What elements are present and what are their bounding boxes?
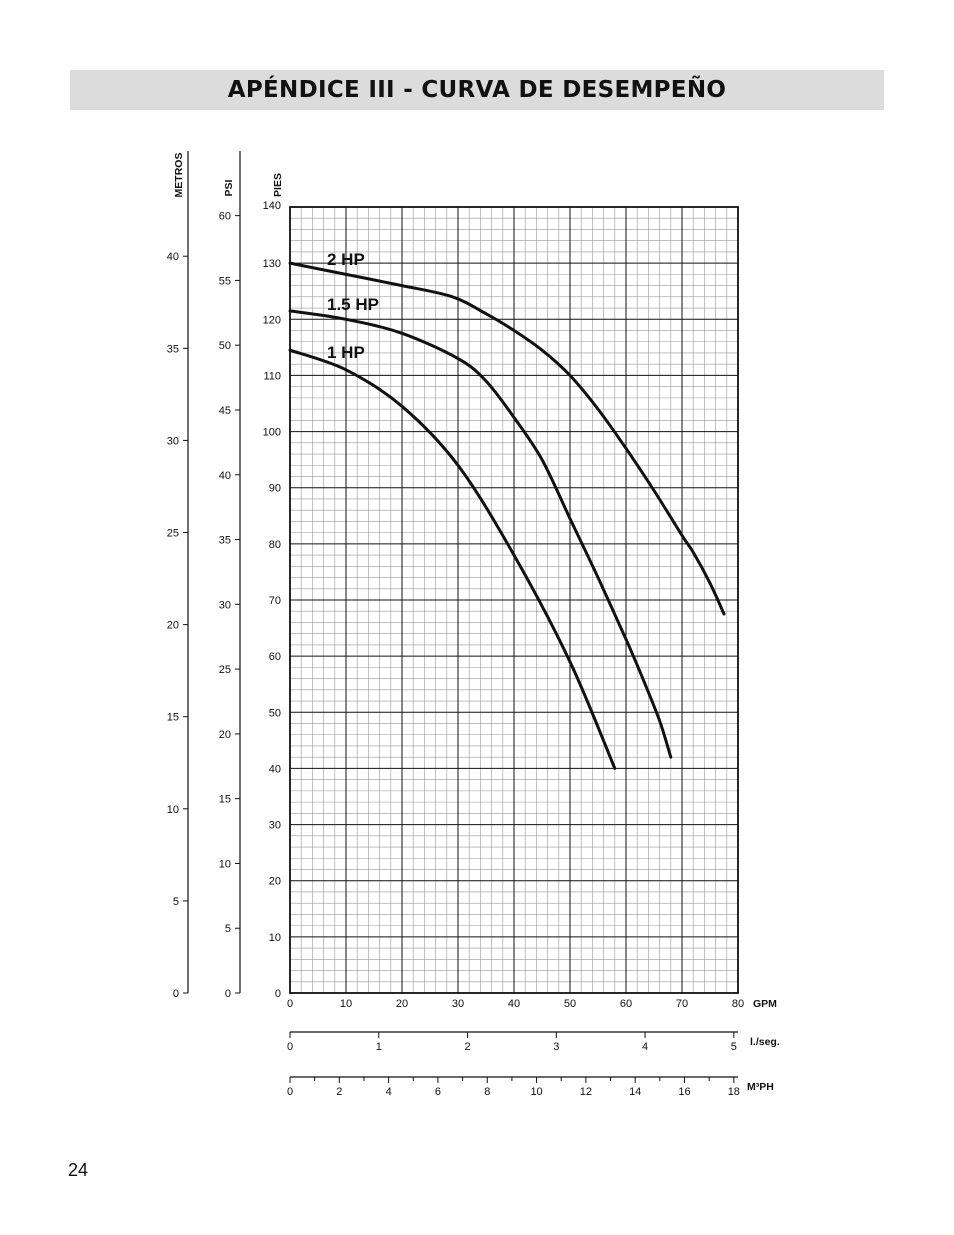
curve-1-5-hp xyxy=(288,309,673,759)
series-label: 1.5 HP xyxy=(327,295,379,314)
m3ph-tick-label: 10 xyxy=(530,1086,542,1098)
x-tick-label: 0 xyxy=(287,998,293,1010)
m3ph-tick-label: 18 xyxy=(728,1086,740,1098)
y-tick-label: 40 xyxy=(269,763,281,775)
y-tick-label: 20 xyxy=(269,876,281,888)
metros-tick-label: 25 xyxy=(167,528,179,540)
y-tick-label: 50 xyxy=(269,707,281,719)
y-tick-label: 0 xyxy=(275,988,281,1000)
metros-axis-title: METROS xyxy=(173,153,185,198)
lseg-axis-title: l./seg. xyxy=(750,1036,780,1048)
x-tick-label: 80 xyxy=(732,998,744,1010)
series-label: 2 HP xyxy=(327,250,365,269)
psi-tick-label: 55 xyxy=(219,275,231,287)
m3ph-tick-label: 6 xyxy=(435,1086,441,1098)
y-tick-label: 10 xyxy=(269,932,281,944)
curve-2-hp xyxy=(288,261,726,616)
series-label: 1 HP xyxy=(327,343,365,362)
metros-tick-label: 35 xyxy=(167,343,179,355)
m3ph-tick-label: 8 xyxy=(484,1086,490,1098)
psi-tick-label: 30 xyxy=(219,599,231,611)
x-tick-label: 70 xyxy=(676,998,688,1010)
x-tick-label: 30 xyxy=(452,998,464,1010)
lseg-tick-label: 0 xyxy=(287,1041,293,1053)
psi-tick-label: 60 xyxy=(219,211,231,223)
psi-tick-label: 35 xyxy=(219,535,231,547)
m3ph-tick-label: 14 xyxy=(629,1086,641,1098)
lseg-tick-label: 2 xyxy=(464,1041,470,1053)
psi-tick-label: 5 xyxy=(225,923,231,935)
x-tick-label: 50 xyxy=(564,998,576,1010)
psi-tick-label: 0 xyxy=(225,988,231,1000)
y-tick-label: 60 xyxy=(269,651,281,663)
page-title: APÉNDICE III - CURVA DE DESEMPEÑO xyxy=(227,77,727,103)
y-tick-label: 140 xyxy=(263,200,281,212)
y-tick-label: 30 xyxy=(269,820,281,832)
header-bar: APÉNDICE III - CURVA DE DESEMPEÑO xyxy=(70,70,884,110)
psi-tick-label: 10 xyxy=(219,858,231,870)
x-tick-label: 20 xyxy=(396,998,408,1010)
metros-tick-label: 30 xyxy=(167,435,179,447)
m3ph-tick-label: 2 xyxy=(336,1086,342,1098)
curve-1-hp xyxy=(288,348,617,770)
m3ph-tick-label: 4 xyxy=(386,1086,392,1098)
m3ph-axis-title: M³PH xyxy=(747,1081,774,1093)
metros-tick-label: 20 xyxy=(167,620,179,632)
metros-tick-label: 15 xyxy=(167,712,179,724)
y-tick-label: 90 xyxy=(269,483,281,495)
m3ph-tick-label: 16 xyxy=(678,1086,690,1098)
lseg-tick-label: 1 xyxy=(376,1041,382,1053)
lseg-tick-label: 3 xyxy=(553,1041,559,1053)
m3ph-tick-label: 0 xyxy=(287,1086,293,1098)
psi-tick-label: 15 xyxy=(219,794,231,806)
psi-axis-title: PSI xyxy=(223,179,235,196)
psi-tick-label: 40 xyxy=(219,470,231,482)
metros-tick-label: 0 xyxy=(173,988,179,1000)
x-tick-label: 40 xyxy=(508,998,520,1010)
psi-tick-label: 45 xyxy=(219,405,231,417)
curves xyxy=(288,261,726,770)
metros-tick-label: 5 xyxy=(173,896,179,908)
y-axis-title: PIES xyxy=(272,173,284,197)
metros-tick-label: 10 xyxy=(167,804,179,816)
psi-tick-label: 50 xyxy=(219,340,231,352)
grid-major xyxy=(289,206,739,994)
psi-tick-label: 25 xyxy=(219,664,231,676)
page-number: 24 xyxy=(68,1160,89,1180)
y-tick-label: 130 xyxy=(263,258,281,270)
y-tick-label: 100 xyxy=(263,427,281,439)
x-tick-label: 10 xyxy=(340,998,352,1010)
psi-tick-label: 20 xyxy=(219,729,231,741)
y-tick-label: 110 xyxy=(263,370,281,382)
lseg-tick-label: 4 xyxy=(642,1041,648,1053)
y-tick-label: 70 xyxy=(269,595,281,607)
x-axis-title: GPM xyxy=(753,998,777,1010)
lseg-tick-label: 5 xyxy=(731,1041,737,1053)
plot-frame xyxy=(289,206,739,994)
metros-tick-label: 40 xyxy=(167,251,179,263)
y-tick-label: 120 xyxy=(263,314,281,326)
x-tick-label: 60 xyxy=(620,998,632,1010)
y-tick-label: 80 xyxy=(269,539,281,551)
axes xyxy=(183,151,738,1083)
m3ph-tick-label: 12 xyxy=(580,1086,592,1098)
